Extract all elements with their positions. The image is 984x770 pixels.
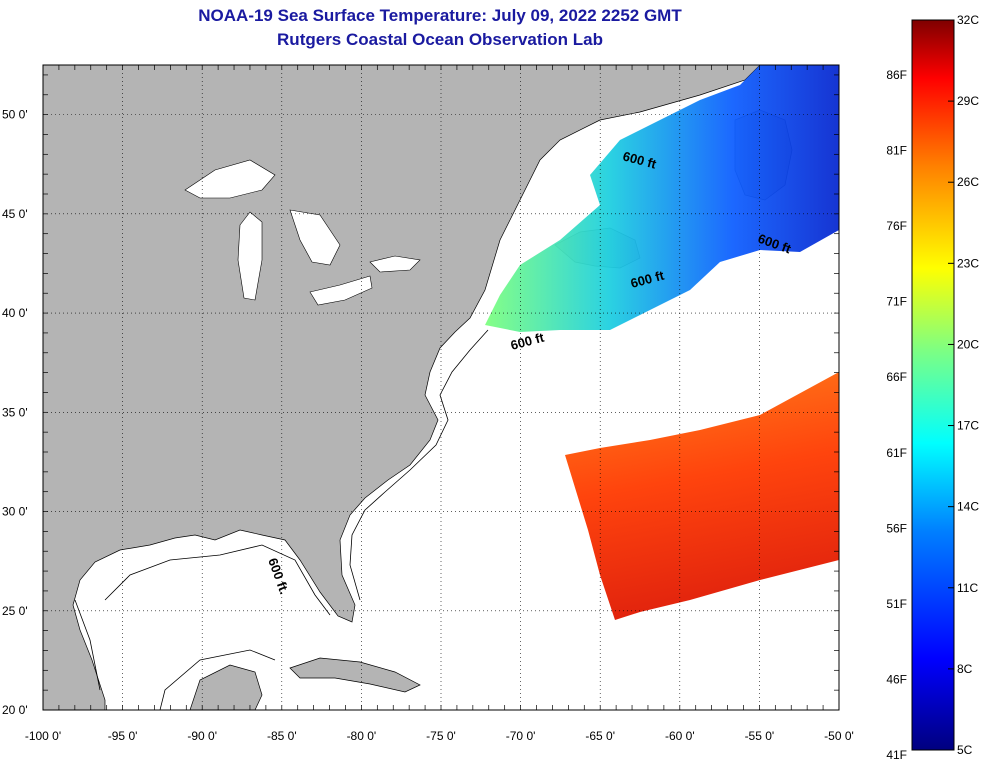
map-frame [42,64,840,711]
latitude-tick-label: 25 0' [2,604,28,618]
longitude-tick-label: -60 0' [665,729,695,743]
map-title: NOAA-19 Sea Surface Temperature: July 09… [198,6,682,25]
map-subtitle: Rutgers Coastal Ocean Observation Lab [277,30,603,49]
latitude-tick-label: 20 0' [2,703,28,717]
latitude-tick-label: 50 0' [2,108,28,122]
latitude-labels: 50 0' 45 0' 40 0' 35 0' 30 0' 25 0' 20 0' [2,108,28,717]
latitude-tick-label: 45 0' [2,207,28,221]
colorbar-celsius-label: 26C [957,175,979,189]
sst-northern-band [485,65,839,332]
north-america-land [43,65,761,710]
yucatan-land [189,664,263,710]
longitude-tick-label: -75 0' [426,729,456,743]
colorbar-fahrenheit-label: 46F [886,672,907,686]
longitude-tick-label: -70 0' [506,729,536,743]
colorbar-fahrenheit-label: 71F [886,295,907,309]
sst-southern-band [565,372,839,620]
longitude-tick-label: -95 0' [108,729,138,743]
colorbar-celsius-label: 17C [957,419,979,433]
longitude-tick-label: -100 0' [25,729,61,743]
colorbar-celsius-label: 23C [957,256,979,270]
colorbar-celsius-label: 32C [957,13,979,27]
colorbar-celsius-label: 14C [957,500,979,514]
colorbar-fahrenheit-labels: 86F 81F 76F 71F 66F 61F 56F 51F 46F 41F [886,68,907,762]
colorbar-fahrenheit-label: 51F [886,597,907,611]
colorbar-celsius-labels: 32C 29C 26C 23C 20C 17C 14C 11C 8C 5C [948,13,979,757]
longitude-tick-label: -65 0' [585,729,615,743]
colorbar-fahrenheit-label: 76F [886,219,907,233]
latitude-tick-label: 30 0' [2,505,28,519]
longitude-tick-label: -50 0' [824,729,854,743]
colorbar [911,19,955,751]
colorbar-fahrenheit-label: 61F [886,446,907,460]
latitude-tick-label: 40 0' [2,306,28,320]
colorbar-fahrenheit-label: 66F [886,370,907,384]
colorbar-fahrenheit-label: 41F [886,748,907,762]
longitude-tick-label: -55 0' [745,729,775,743]
colorbar-fahrenheit-label: 81F [886,144,907,158]
colorbar-celsius-label: 29C [957,94,979,108]
longitude-tick-label: -85 0' [267,729,297,743]
colorbar-celsius-label: 11C [957,581,978,595]
colorbar-fahrenheit-label: 86F [886,68,907,82]
great-lakes [184,159,421,306]
longitude-labels: -100 0' -95 0' -90 0' -85 0' -80 0' -75 0' -70… [25,729,854,743]
colorbar-fahrenheit-label: 56F [886,521,907,535]
longitude-tick-label: -90 0' [187,729,217,743]
colorbar-celsius-label: 8C [957,662,973,676]
latitude-tick-label: 35 0' [2,405,28,419]
isobath-600ft-line [74,329,489,710]
cuba-land [289,657,421,693]
colorbar-celsius-label: 5C [957,743,973,757]
colorbar-celsius-label: 20C [957,337,979,351]
longitude-tick-label: -80 0' [347,729,377,743]
